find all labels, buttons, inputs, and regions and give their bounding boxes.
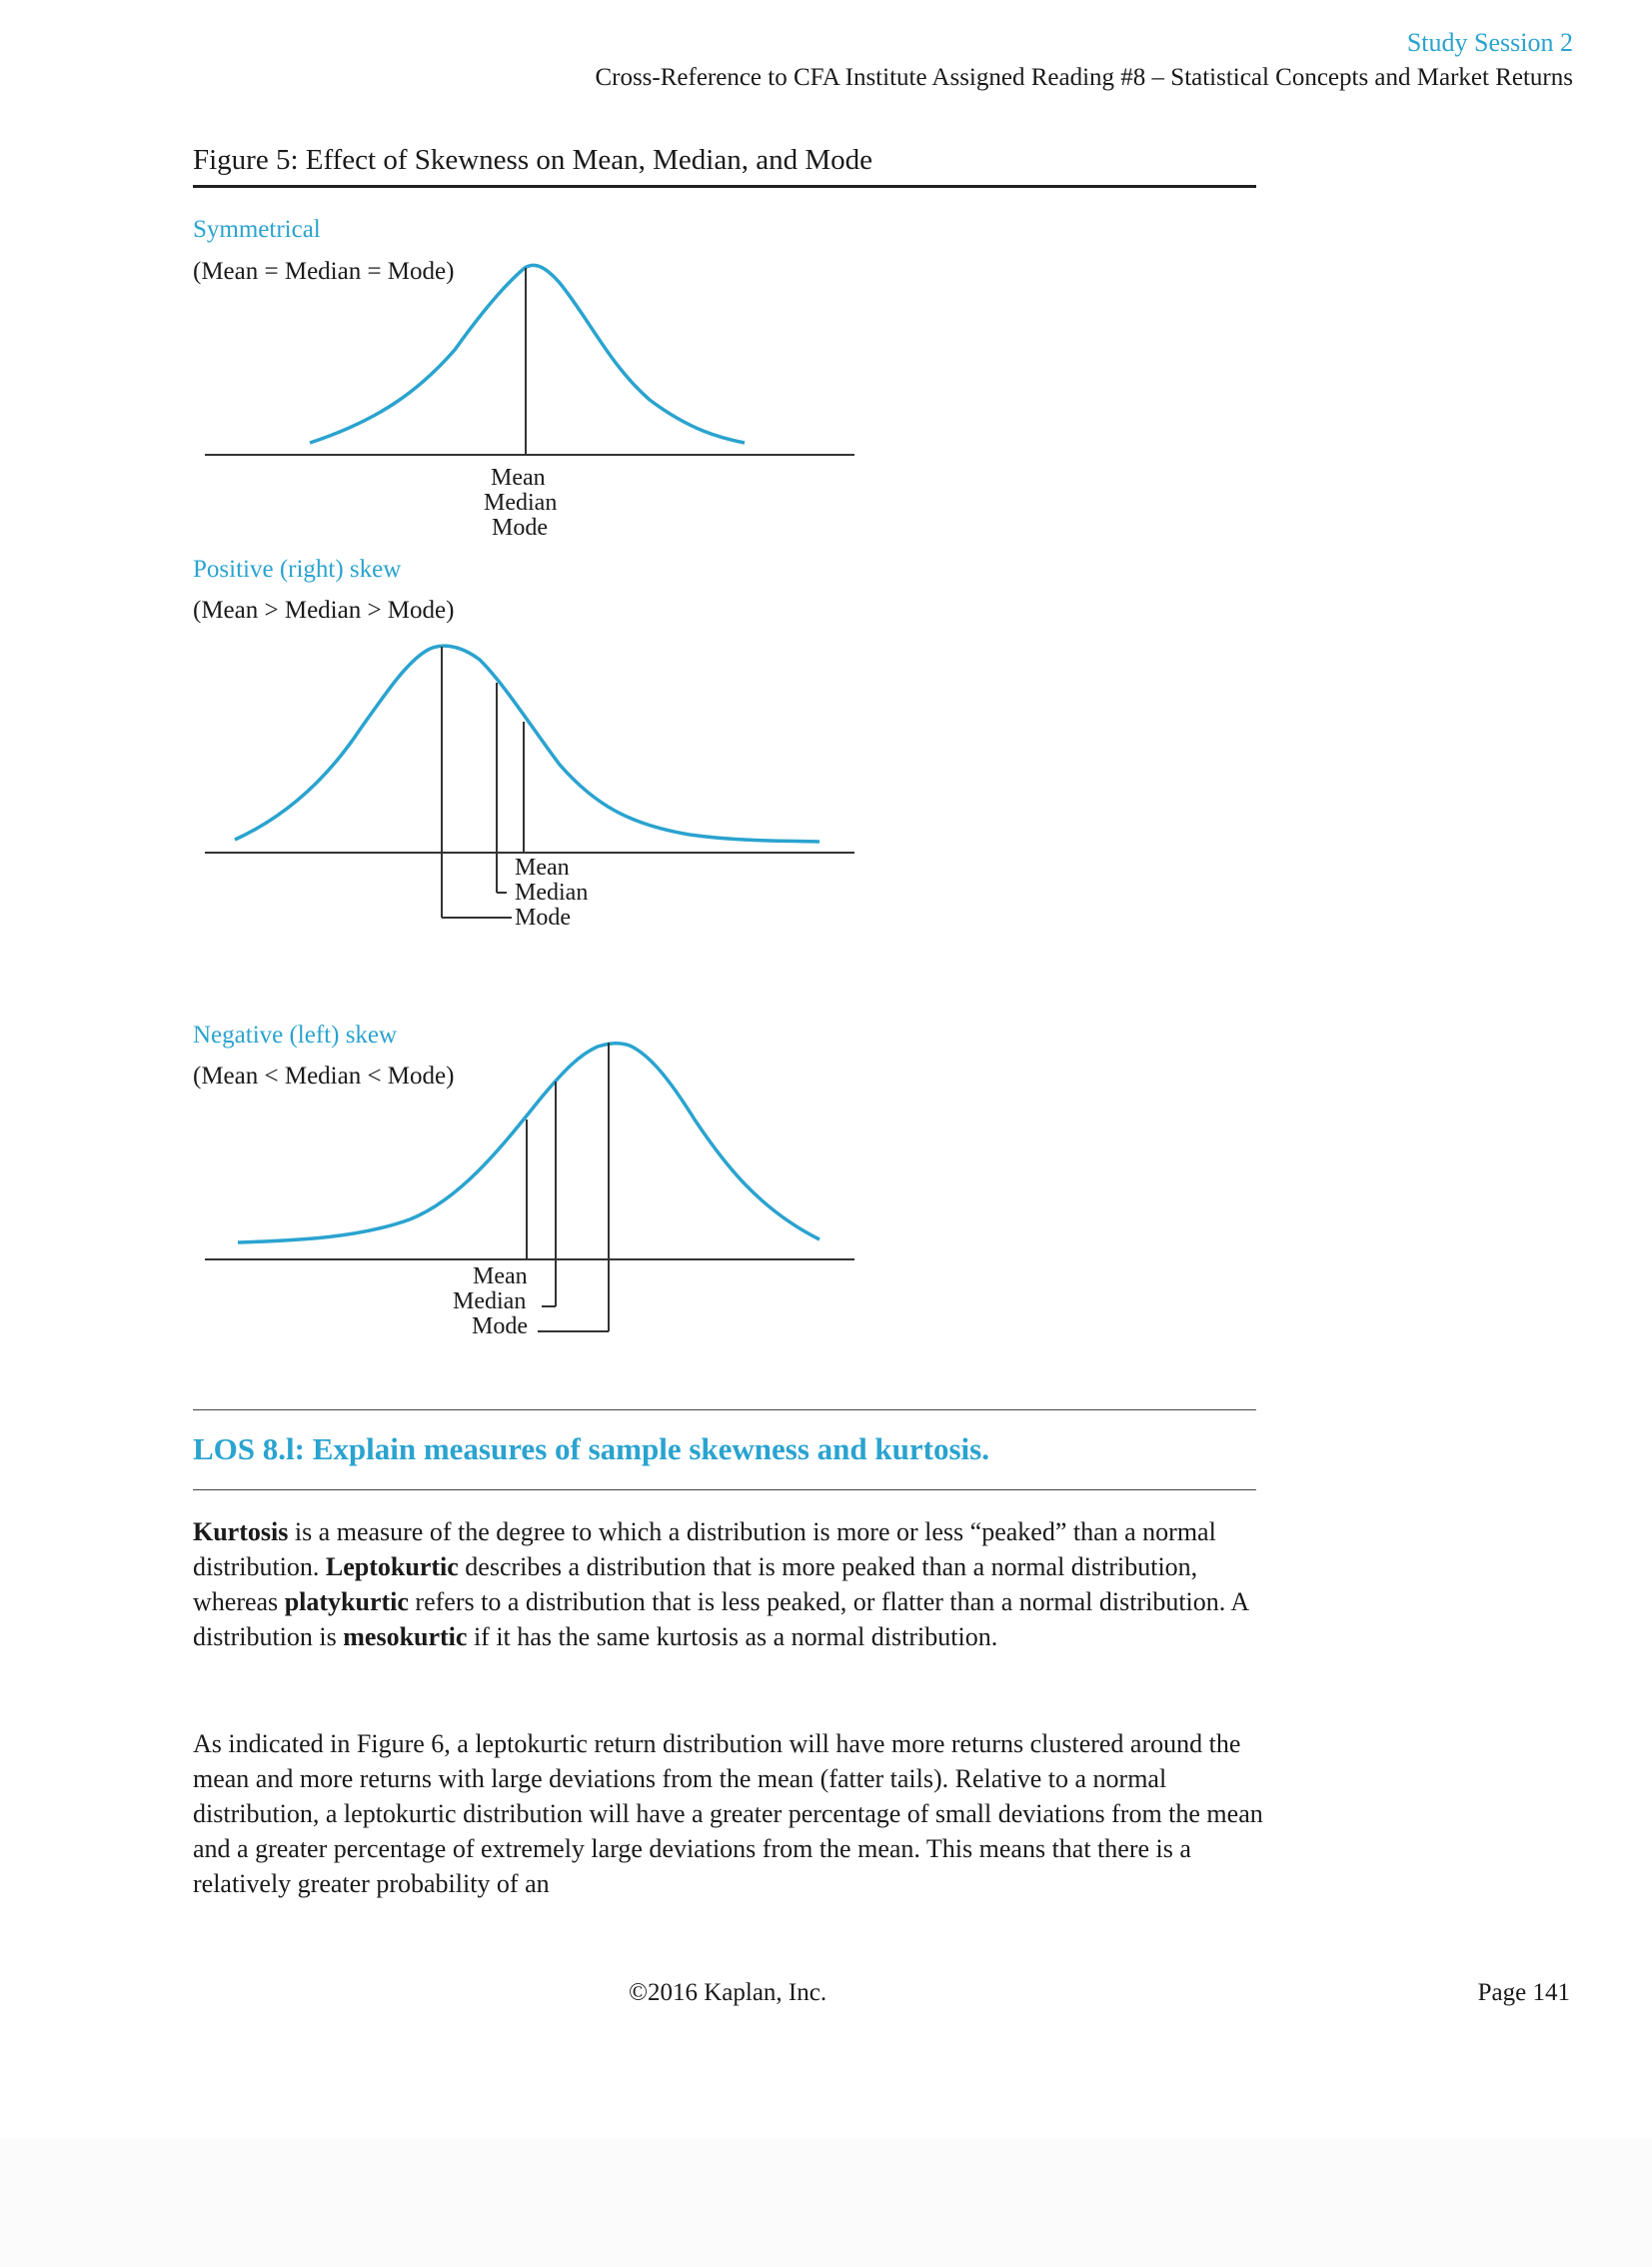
symmetrical-stat-mode: Mode (492, 515, 548, 541)
figure-title-rule (193, 185, 1256, 188)
cross-reference-line: Cross-Reference to CFA Institute Assigne… (595, 64, 1573, 91)
page-bottom-margin (0, 2139, 1652, 2267)
positive-skew-stat-mean: Mean (515, 855, 570, 881)
footer-copyright: ©2016 Kaplan, Inc. (629, 1979, 827, 2006)
positive-skew-curve (234, 644, 821, 844)
los-top-rule (193, 1409, 1256, 1410)
los-bottom-rule (193, 1489, 1256, 1490)
negative-skew-curve (237, 1042, 821, 1244)
panel-label-positive-skew: Positive (right) skew (193, 556, 402, 583)
negative-skew-stat-mean: Mean (473, 1263, 528, 1289)
panel-label-negative-skew: Negative (left) skew (193, 1022, 398, 1049)
skewness-figure (205, 263, 854, 1332)
panel-relation-positive-skew: (Mean > Median > Mode) (193, 597, 455, 624)
panel-relation-symmetrical: (Mean = Median = Mode) (193, 258, 455, 285)
figure-title: Figure 5: Effect of Skewness on Mean, Me… (193, 144, 873, 176)
negative-skew-panel (205, 1042, 854, 1332)
symmetrical-stat-mean: Mean (491, 465, 546, 491)
leptokurtic-paragraph: As indicated in Figure 6, a leptokurtic … (193, 1729, 1263, 1898)
symmetrical-panel (205, 263, 854, 456)
symmetrical-stat-median: Median (484, 490, 558, 516)
positive-skew-stat-mode: Mode (515, 905, 571, 931)
los-heading: LOS 8.l: Explain measures of sample skew… (193, 1431, 989, 1466)
negative-skew-stat-mode: Mode (472, 1313, 528, 1339)
panel-label-symmetrical: Symmetrical (193, 216, 321, 243)
footer-page-number: Page 141 (1477, 1979, 1570, 2006)
negative-skew-stat-median: Median (453, 1288, 527, 1314)
positive-skew-panel (205, 644, 854, 919)
symmetrical-curve (309, 263, 746, 445)
study-session-label: Study Session 2 (1406, 28, 1573, 57)
positive-skew-stat-median: Median (515, 880, 589, 906)
panel-relation-negative-skew: (Mean < Median < Mode) (193, 1063, 455, 1090)
kurtosis-paragraph: Kurtosis is a measure of the degree to w… (193, 1517, 1248, 1651)
